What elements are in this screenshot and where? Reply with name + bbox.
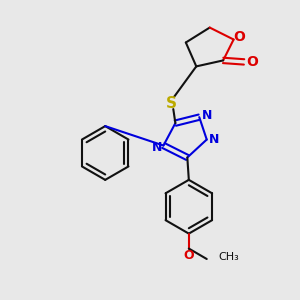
Text: N: N bbox=[152, 141, 162, 154]
Text: N: N bbox=[209, 133, 219, 146]
Text: O: O bbox=[183, 249, 194, 262]
Text: O: O bbox=[234, 30, 245, 44]
Text: N: N bbox=[202, 109, 212, 122]
Text: S: S bbox=[165, 96, 176, 111]
Text: CH₃: CH₃ bbox=[218, 253, 239, 262]
Text: O: O bbox=[247, 55, 258, 69]
